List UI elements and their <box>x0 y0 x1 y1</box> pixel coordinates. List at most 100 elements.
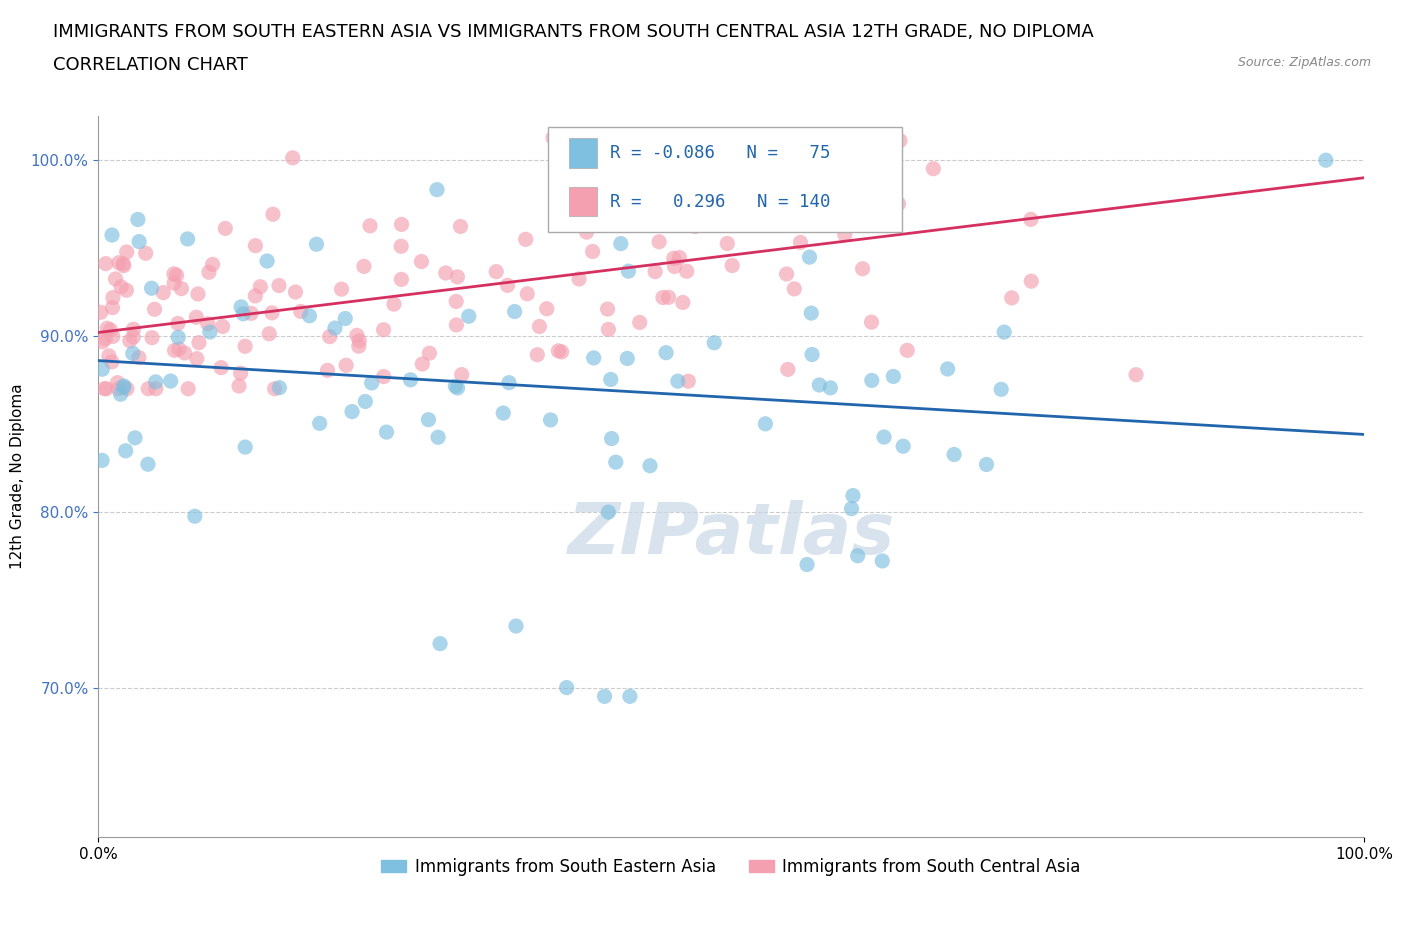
Point <box>648 234 671 249</box>
Point <box>209 360 232 375</box>
Text: IMMIGRANTS FROM SOUTH EASTERN ASIA VS IMMIGRANTS FROM SOUTH CENTRAL ASIA 12TH GR: IMMIGRANTS FROM SOUTH EASTERN ASIA VS IM… <box>53 23 1094 41</box>
Point <box>503 304 526 319</box>
Point <box>498 375 520 390</box>
Point <box>249 279 271 294</box>
Point <box>114 444 136 458</box>
Point <box>600 432 623 446</box>
Point <box>551 174 574 189</box>
Point <box>516 286 538 301</box>
Point <box>754 191 776 206</box>
Point <box>541 130 564 145</box>
Point <box>128 350 150 365</box>
Point <box>256 254 278 269</box>
Point <box>976 457 998 472</box>
Point <box>340 405 363 419</box>
Point <box>145 381 167 396</box>
Point <box>540 413 562 428</box>
Point <box>167 330 190 345</box>
Point <box>127 212 149 227</box>
Point <box>323 321 346 336</box>
Point <box>796 557 818 572</box>
Point <box>426 182 449 197</box>
Point <box>450 367 472 382</box>
Point <box>399 372 422 387</box>
Point <box>832 206 855 221</box>
Point <box>170 281 193 296</box>
Point <box>240 306 263 321</box>
Point <box>107 381 129 396</box>
Point <box>581 244 603 259</box>
Point <box>110 387 132 402</box>
Point <box>568 272 591 286</box>
Point <box>610 236 633 251</box>
Point <box>703 336 725 351</box>
Point <box>389 239 412 254</box>
Point <box>515 232 537 246</box>
Point <box>187 286 209 301</box>
Point <box>887 196 910 211</box>
Point <box>536 301 558 316</box>
Point <box>638 458 661 473</box>
Point <box>359 219 381 233</box>
Point <box>201 257 224 272</box>
Point <box>922 161 945 176</box>
Point <box>107 375 129 390</box>
Point <box>298 309 321 324</box>
Point <box>305 237 328 252</box>
Point <box>198 325 221 339</box>
Point <box>666 374 689 389</box>
Point <box>860 373 883 388</box>
Point <box>96 321 118 336</box>
Point <box>775 267 797 282</box>
Point <box>444 379 467 393</box>
Point <box>683 219 706 234</box>
Point <box>555 680 578 695</box>
Point <box>112 379 135 393</box>
Point <box>492 405 515 420</box>
Point <box>373 369 395 384</box>
Point <box>873 430 896 445</box>
Point <box>655 345 678 360</box>
Point <box>889 133 911 148</box>
Point <box>593 689 616 704</box>
Point <box>457 309 479 324</box>
Point <box>990 382 1012 397</box>
Point <box>628 315 651 330</box>
Point <box>617 264 640 279</box>
Point <box>529 319 551 334</box>
Text: CORRELATION CHART: CORRELATION CHART <box>53 56 249 73</box>
Point <box>496 278 519 293</box>
Point <box>186 310 208 325</box>
Point <box>360 376 382 391</box>
Point <box>446 380 468 395</box>
Point <box>93 381 115 396</box>
Point <box>101 354 124 369</box>
Point <box>526 347 548 362</box>
Text: ZIPatlas: ZIPatlas <box>568 499 894 569</box>
Point <box>891 439 914 454</box>
Point <box>936 362 959 377</box>
Point <box>800 306 823 321</box>
Point <box>335 358 357 373</box>
Point <box>112 257 135 272</box>
Point <box>211 319 233 334</box>
Point <box>97 349 120 364</box>
Point <box>808 378 831 392</box>
Point <box>644 264 666 279</box>
Point <box>842 488 865 503</box>
Point <box>349 333 371 348</box>
Point <box>993 325 1015 339</box>
Point <box>429 636 451 651</box>
Point <box>197 316 219 331</box>
Point <box>598 505 620 520</box>
Point <box>233 440 256 455</box>
Point <box>186 352 208 366</box>
Text: R = -0.086   N =   75: R = -0.086 N = 75 <box>610 144 830 162</box>
Point <box>652 290 675 305</box>
Point <box>671 149 693 164</box>
Point <box>668 250 690 265</box>
Point <box>141 281 163 296</box>
Point <box>619 689 641 704</box>
Point <box>136 457 159 472</box>
Point <box>664 259 686 273</box>
